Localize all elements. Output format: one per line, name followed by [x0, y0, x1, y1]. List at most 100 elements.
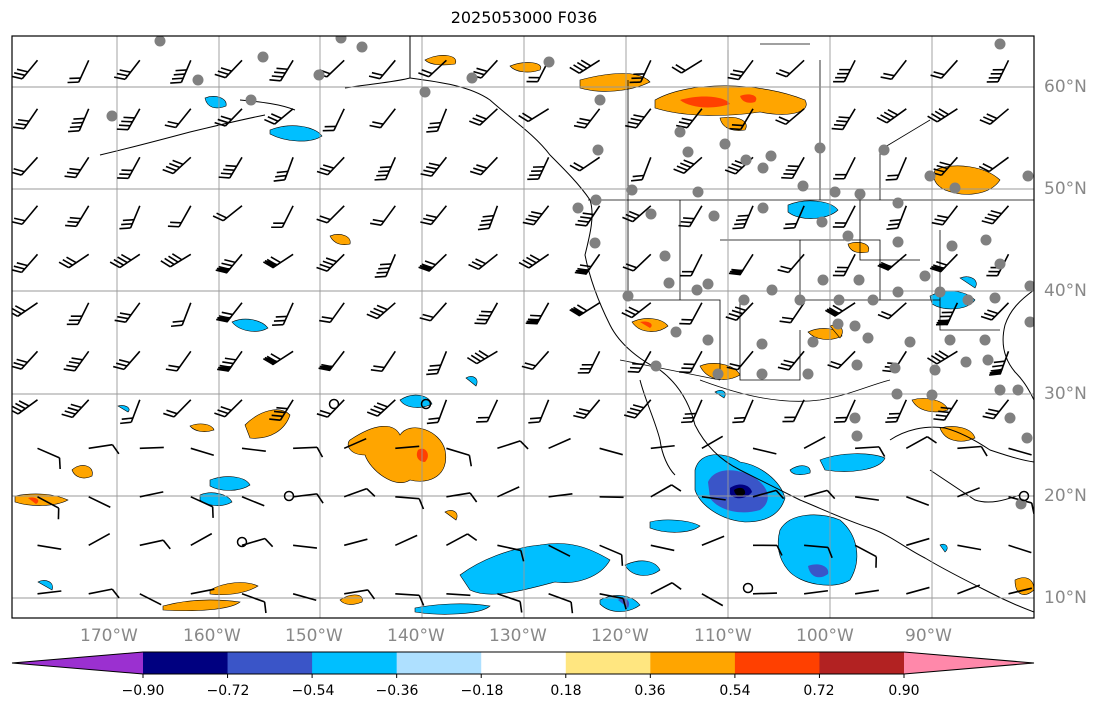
- wind-barb: [574, 253, 601, 275]
- wind-barb: [369, 108, 396, 129]
- wind-barb: [497, 486, 520, 498]
- wind-barb: [957, 584, 981, 595]
- station-dot: [816, 216, 828, 228]
- wind-barb: [217, 350, 243, 372]
- wind-barb: [420, 205, 448, 226]
- wind-barb: [832, 205, 856, 228]
- wind-barb: [575, 205, 601, 227]
- wind-barb: [877, 302, 907, 320]
- station-dot: [924, 170, 936, 182]
- station-dot: [854, 188, 866, 200]
- wind-barb: [573, 108, 601, 129]
- wind-barb: [803, 589, 829, 595]
- wind-barb: [676, 108, 703, 129]
- wind-barb: [215, 253, 243, 274]
- wind-barb: [701, 593, 724, 607]
- map-background: [12, 36, 1034, 618]
- station-dot: [904, 336, 916, 348]
- wind-barb: [777, 253, 805, 274]
- station-dot: [862, 332, 874, 344]
- wind-barb: [419, 302, 447, 322]
- wind-barb: [957, 544, 982, 551]
- station-dot: [572, 202, 584, 214]
- colorbar-tick-label: −0.54: [291, 683, 335, 699]
- wind-barb: [752, 544, 783, 556]
- wind-barb: [37, 447, 61, 470]
- wind-barb: [855, 446, 886, 457]
- wind-barb: [732, 399, 754, 424]
- wind-barb: [854, 589, 879, 595]
- colorbar-segment: [143, 652, 229, 674]
- wind-barb: [264, 108, 294, 125]
- wind-barb: [293, 446, 324, 458]
- wind-barb: [366, 399, 396, 417]
- station-markers: [106, 36, 1034, 510]
- wind-barb: [67, 59, 90, 84]
- station-dot: [802, 368, 814, 380]
- wind-barb: [729, 108, 754, 131]
- station-dot: [979, 334, 991, 346]
- wind-barb: [262, 253, 294, 269]
- wind-barb: [269, 399, 294, 421]
- station-dot: [702, 278, 714, 290]
- station-dot: [878, 144, 890, 156]
- wind-barb: [957, 487, 980, 498]
- station-dot: [849, 320, 861, 332]
- wind-barb: [426, 108, 448, 133]
- wind-barb: [681, 399, 703, 424]
- wind-barb: [469, 156, 498, 176]
- lat-label-50n: 50°N: [1044, 179, 1087, 199]
- wind-barb: [885, 156, 908, 181]
- wind-barb: [854, 496, 879, 501]
- wind-barb: [190, 447, 214, 457]
- wind-barb: [12, 253, 39, 274]
- wind-barb: [68, 108, 90, 133]
- wind-barb: [982, 399, 1010, 420]
- wind-barb: [527, 156, 550, 181]
- station-dot: [659, 250, 671, 262]
- station-dot: [944, 334, 956, 346]
- wind-barb: [548, 593, 574, 614]
- colorbar-segment: [819, 652, 905, 674]
- colorbar-segment: [565, 652, 651, 674]
- colorbar-tick-label: 0.90: [888, 683, 920, 699]
- wind-barb: [446, 593, 471, 597]
- wind-barb: [782, 399, 805, 423]
- lon-label-150w: 150°W: [285, 626, 343, 646]
- station-dot: [797, 180, 809, 192]
- wind-barb: [573, 399, 601, 419]
- wind-barb: [679, 253, 703, 277]
- wind-barb: [139, 539, 171, 550]
- wind-barb: [980, 302, 1010, 321]
- station-dot: [589, 237, 601, 249]
- lat-label-40n: 40°N: [1044, 281, 1087, 301]
- wind-barb: [116, 108, 141, 131]
- station-dot: [1024, 280, 1034, 292]
- wind-barb: [929, 253, 958, 273]
- wind-barb: [420, 156, 448, 177]
- lat-label-60n: 60°N: [1044, 77, 1087, 97]
- wind-barb: [395, 593, 425, 606]
- wind-barb: [728, 253, 754, 276]
- station-dot: [829, 186, 841, 198]
- wind-barb: [569, 156, 601, 172]
- wind-barb: [779, 302, 805, 324]
- wind-barb: [319, 302, 345, 324]
- colorbar-tick-label: 0.36: [634, 683, 666, 699]
- wind-barb: [466, 350, 498, 365]
- station-dot: [934, 286, 946, 298]
- wind-barb: [804, 544, 833, 559]
- wind-barb: [650, 484, 682, 498]
- lon-label-120w: 120°W: [591, 626, 649, 646]
- wind-barb: [599, 447, 623, 456]
- colorbar-tick-label: 0.18: [550, 683, 582, 699]
- calm-wind-circles: [236, 398, 1030, 594]
- wind-barb: [117, 156, 141, 180]
- wind-barb: [113, 59, 141, 81]
- wind-barb: [518, 108, 550, 123]
- wind-barb: [273, 157, 294, 182]
- gridlines: [12, 36, 1034, 618]
- wind-barb: [752, 447, 777, 455]
- wind-barb: [12, 59, 39, 80]
- wind-barb: [803, 436, 826, 450]
